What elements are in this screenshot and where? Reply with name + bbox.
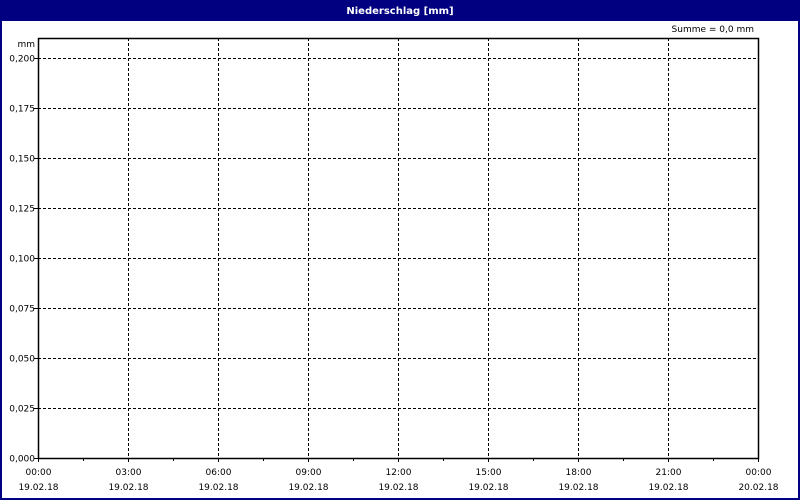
x-tick-date: 19.02.18: [558, 483, 598, 493]
y-tick-label: 0,125: [9, 205, 35, 215]
y-tick-label: 0,175: [9, 105, 35, 115]
y-tick-label: 0,200: [9, 55, 35, 65]
x-tick-time: 18:00: [566, 468, 592, 478]
y-tick-label: 0,075: [9, 305, 35, 315]
x-tick-time: 09:00: [296, 468, 322, 478]
x-tick-date: 20.02.18: [738, 483, 778, 493]
x-tick-date: 19.02.18: [378, 483, 418, 493]
x-tick-time: 12:00: [386, 468, 412, 478]
y-tick-label: 0,000: [9, 455, 35, 465]
x-tick-date: 19.02.18: [18, 483, 58, 493]
y-tick-label: 0,150: [9, 155, 35, 165]
x-tick-time: 06:00: [206, 468, 232, 478]
y-tick-label: 0,100: [9, 255, 35, 265]
plot-area: [37, 37, 760, 460]
x-tick-time: 00:00: [26, 468, 52, 478]
y-tick-label: 0,025: [9, 405, 35, 415]
x-tick-date: 19.02.18: [468, 483, 508, 493]
x-tick-date: 19.02.18: [288, 483, 328, 493]
x-tick-date: 19.02.18: [198, 483, 238, 493]
chart-title: Niederschlag [mm]: [2, 2, 798, 21]
x-tick-time: 15:00: [476, 468, 502, 478]
y-axis-unit: mm: [17, 40, 35, 50]
x-tick-time: 00:00: [746, 468, 772, 478]
x-tick-time: 21:00: [656, 468, 682, 478]
x-tick-time: 03:00: [116, 468, 142, 478]
x-tick-date: 19.02.18: [648, 483, 688, 493]
y-tick-label: 0,050: [9, 355, 35, 365]
sum-annotation: Summe = 0,0 mm: [672, 25, 754, 35]
x-tick-date: 19.02.18: [108, 483, 148, 493]
